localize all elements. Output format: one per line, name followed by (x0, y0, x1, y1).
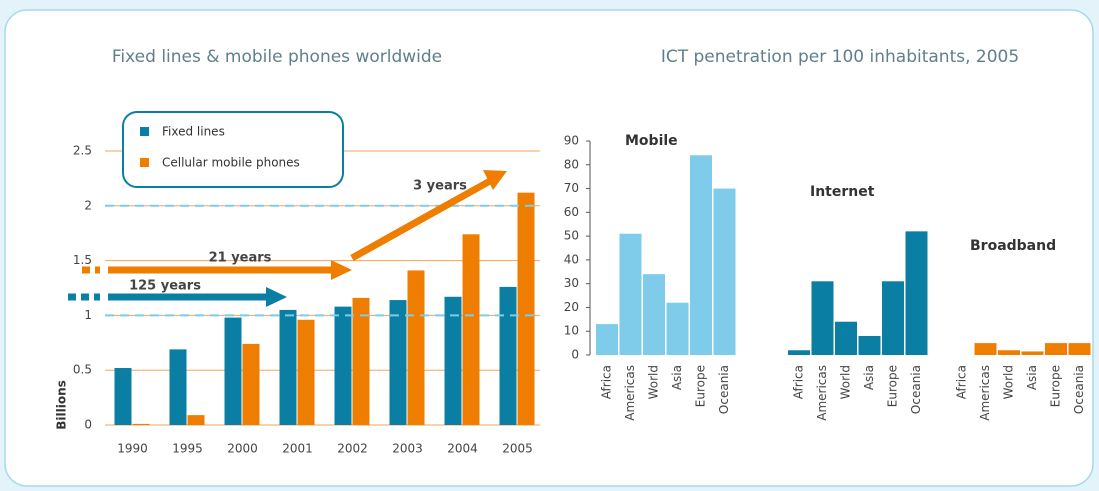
legend: Fixed lines Cellular mobile phones (122, 111, 344, 188)
y-tick-label: 1 (84, 308, 92, 322)
x-tick-label: Oceania (717, 365, 731, 414)
x-tick-label: 2004 (447, 442, 478, 456)
y-tick-label: 0 (571, 348, 579, 362)
chart-title: ICT penetration per 100 inhabitants, 200… (661, 47, 1019, 67)
y-tick-label: 10 (564, 324, 579, 338)
bar (596, 324, 618, 355)
legend-label: Fixed lines (162, 125, 225, 139)
y-tick-label: 2.5 (73, 144, 92, 158)
bar (334, 306, 352, 425)
bar (643, 274, 665, 355)
bar (713, 188, 736, 355)
chart-2: 0 10 20 30 40 50 60 70 80 90 Mobile Africa Americas W… (564, 133, 1091, 421)
y-tick-label: 50 (564, 229, 579, 243)
bar (882, 281, 904, 355)
chart-title: Fixed lines & mobile phones worldwide (112, 47, 442, 67)
x-tick-label: Asia (862, 365, 876, 390)
y-tick-label: 0 (84, 418, 92, 432)
legend-swatch (140, 127, 149, 136)
bar (690, 155, 712, 355)
series-label: Internet (810, 184, 875, 200)
x-tick-label: Americas (623, 365, 637, 421)
x-tick-label: Oceania (1072, 365, 1086, 414)
arrow-head (266, 287, 287, 307)
x-tick-label: 2005 (502, 442, 533, 456)
x-tick-label: World (1002, 365, 1016, 399)
legend-swatch (140, 158, 149, 167)
y-tick-label: 40 (564, 252, 579, 266)
arrow-head (483, 170, 507, 190)
bar (499, 286, 517, 425)
annotation: 125 years (129, 279, 201, 294)
annotation: 3 years (413, 179, 467, 194)
x-tick-label: Africa (955, 365, 969, 399)
x-tick-label: 1990 (117, 442, 148, 456)
bar (407, 270, 425, 425)
arrow (350, 177, 492, 262)
x-tick-label: Africa (600, 365, 614, 399)
series-label: Broadband (970, 238, 1056, 254)
bar (462, 234, 480, 425)
x-tick-label: 2003 (392, 442, 423, 456)
x-tick-label: Americas (815, 365, 829, 421)
annotation: 21 years (209, 251, 272, 266)
x-tick-label: 1995 (172, 442, 203, 456)
bar (132, 423, 150, 425)
x-tick-label: Europe (1049, 365, 1063, 407)
y-tick-label: 80 (564, 157, 579, 171)
x-tick-label: Europe (694, 365, 708, 407)
bar (811, 281, 834, 355)
bar (788, 350, 810, 355)
bar (905, 231, 928, 355)
legend-label: Cellular mobile phones (162, 156, 300, 170)
bar (297, 319, 315, 425)
bar (998, 350, 1020, 355)
x-tick-label: 2000 (227, 442, 258, 456)
bar (619, 233, 642, 355)
bar (974, 343, 997, 355)
legend-box (122, 111, 344, 188)
x-tick-label: 2002 (337, 442, 368, 456)
bar (444, 296, 462, 425)
y-tick-label: 70 (564, 181, 579, 195)
bar (279, 309, 297, 425)
bar (666, 302, 689, 355)
series-label: Mobile (625, 133, 678, 149)
x-tick-label: 2001 (282, 442, 313, 456)
bar (114, 368, 132, 425)
x-tick-label: World (839, 365, 853, 399)
x-tick-label: Europe (886, 365, 900, 407)
x-tick-label: World (647, 365, 661, 399)
y-tick-label: 60 (564, 205, 579, 219)
panel (4, 9, 1094, 487)
y-tick-label: 0.5 (73, 363, 92, 377)
y-tick-label: 1.5 (73, 253, 92, 267)
x-tick-label: Africa (792, 365, 806, 399)
y-axis-label: Billions (55, 380, 69, 430)
arrow-head (331, 260, 352, 280)
y-tick-label: 20 (564, 300, 579, 314)
bar (187, 415, 205, 425)
x-tick-label: Asia (1025, 365, 1039, 390)
bar (169, 349, 187, 425)
x-tick-label: Oceania (909, 365, 923, 414)
y-tick-label: 30 (564, 276, 579, 290)
x-tick-label: Asia (670, 365, 684, 390)
bar (517, 192, 535, 425)
bar (858, 335, 881, 355)
y-tick-label: 2 (84, 198, 92, 212)
arrows: 125 years 21 years 3 years (68, 170, 507, 307)
bar (1021, 351, 1044, 355)
bar (242, 343, 260, 425)
bar (1045, 343, 1067, 355)
bar (835, 321, 857, 355)
y-tick-label: 90 (564, 134, 579, 148)
bar (224, 317, 242, 425)
x-tick-label: Americas (978, 365, 992, 421)
bar (1068, 343, 1091, 355)
bar (389, 300, 407, 425)
bar (352, 297, 370, 425)
